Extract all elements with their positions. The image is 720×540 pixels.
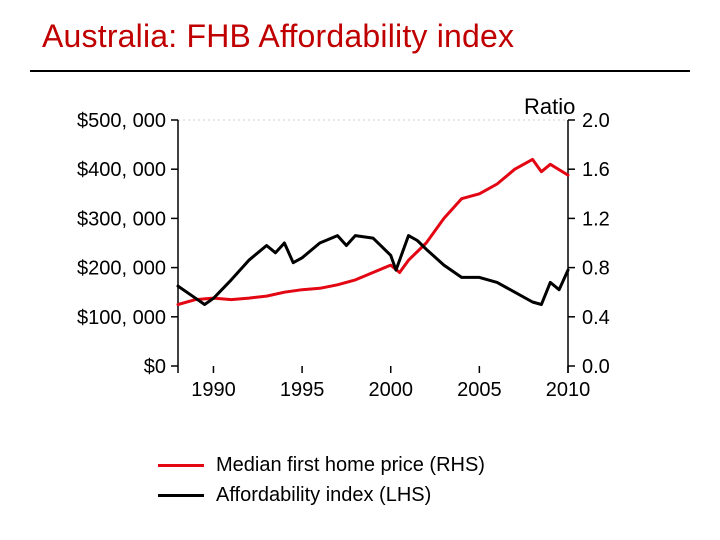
legend-item-afford: Affordability index (LHS) (158, 480, 588, 510)
svg-text:0.4: 0.4 (582, 307, 610, 329)
svg-text:1.6: 1.6 (582, 159, 610, 181)
legend: Median first home price (RHS) Affordabil… (158, 450, 588, 510)
legend-label-afford: Affordability index (LHS) (216, 484, 431, 507)
svg-text:2000: 2000 (368, 379, 413, 401)
svg-text:$500, 000: $500, 000 (77, 110, 166, 132)
svg-text:2005: 2005 (457, 379, 502, 401)
svg-text:2010: 2010 (546, 379, 591, 401)
svg-text:$300, 000: $300, 000 (77, 208, 166, 230)
svg-text:1990: 1990 (191, 379, 236, 401)
svg-text:$200, 000: $200, 000 (77, 258, 166, 280)
svg-text:1.2: 1.2 (582, 208, 610, 230)
legend-swatch-afford (158, 494, 204, 497)
svg-text:$400, 000: $400, 000 (77, 159, 166, 181)
svg-text:$100, 000: $100, 000 (77, 307, 166, 329)
chart-svg: $0 $100, 000 $200, 000 $300, 000 $400, 000 $5… (60, 100, 660, 440)
svg-text:0.0: 0.0 (582, 356, 610, 378)
page-title: Australia: FHB Affordability index (42, 18, 514, 55)
svg-text:2.0: 2.0 (582, 110, 610, 132)
legend-item-price: Median first home price (RHS) (158, 450, 588, 480)
svg-text:$0: $0 (144, 356, 166, 378)
title-underline (30, 70, 690, 72)
chart: $0 $100, 000 $200, 000 $300, 000 $400, 000 $5… (60, 100, 660, 440)
svg-text:1995: 1995 (280, 379, 325, 401)
legend-swatch-price (158, 464, 204, 467)
legend-label-price: Median first home price (RHS) (216, 454, 485, 477)
svg-text:0.8: 0.8 (582, 258, 610, 280)
slide: Australia: FHB Affordability index Ratio… (0, 0, 720, 540)
